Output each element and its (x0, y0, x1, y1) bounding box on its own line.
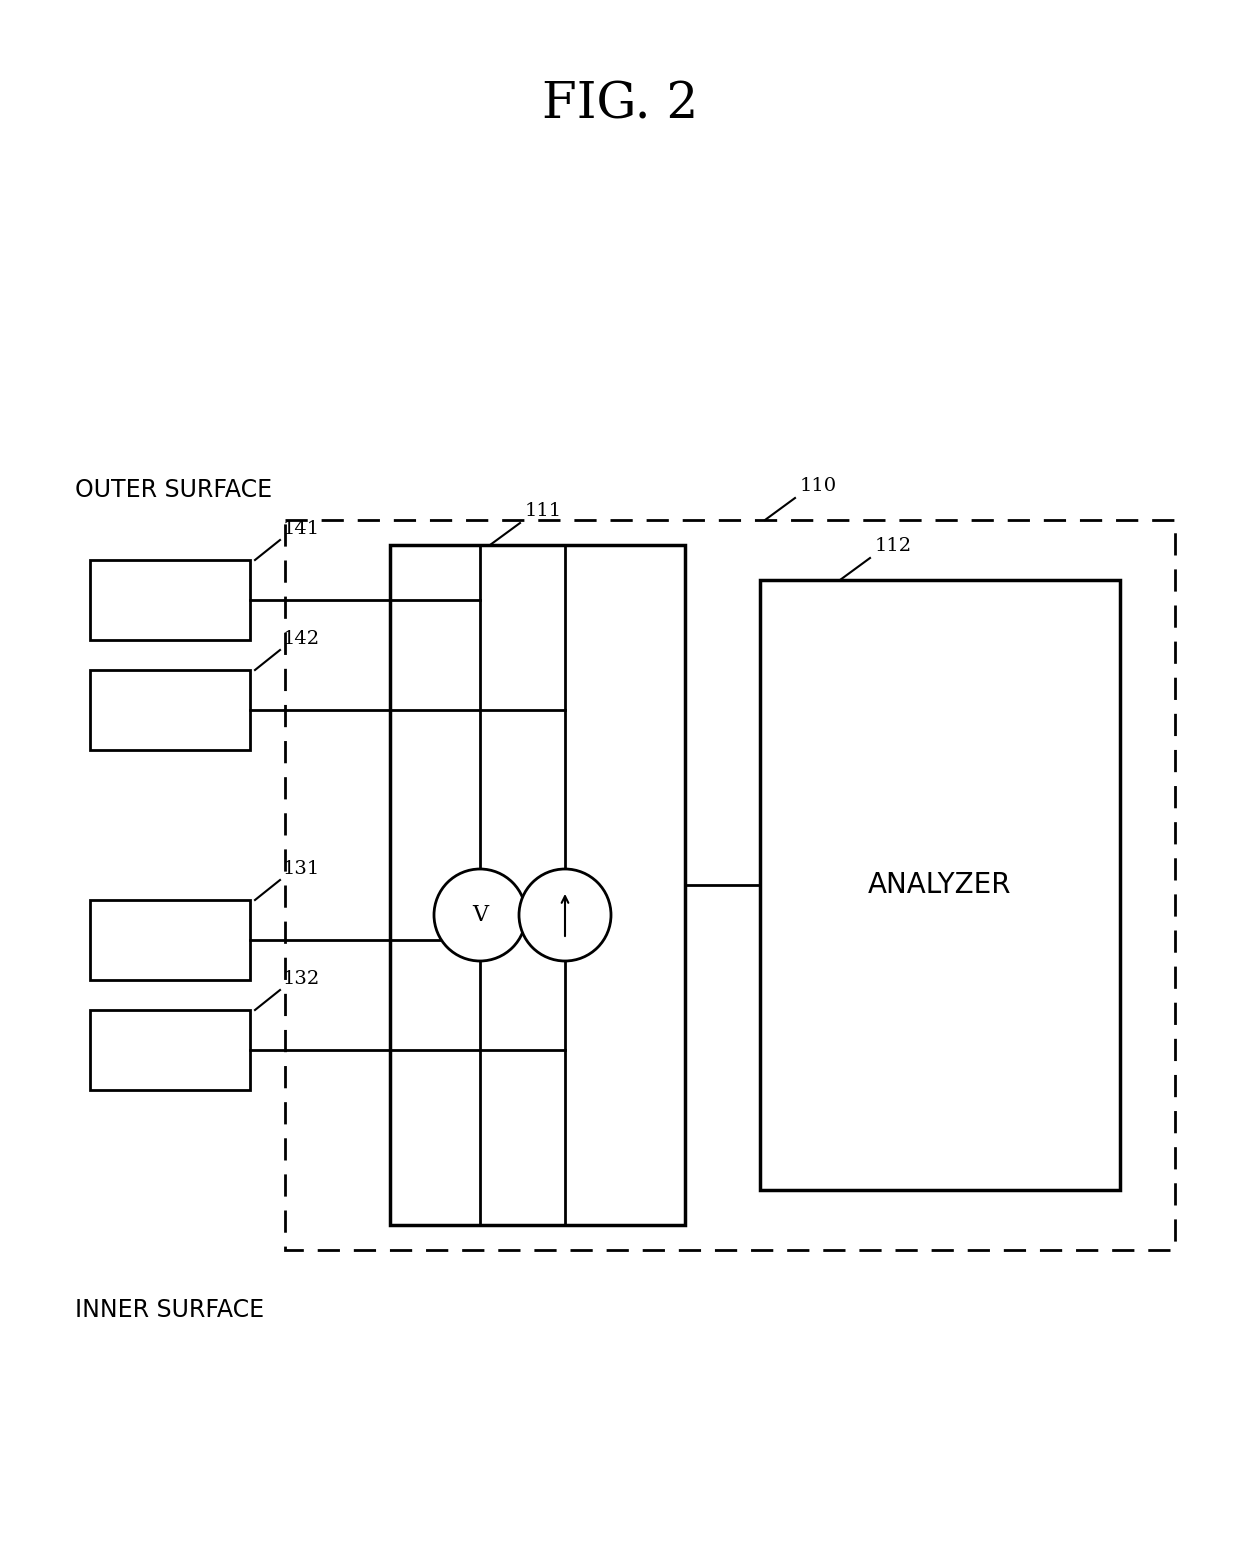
Text: FIG. 2: FIG. 2 (542, 81, 698, 129)
Bar (91, 1011, 250, 1090)
Text: 112: 112 (875, 536, 913, 555)
Bar (760, 580, 1120, 1190)
Text: 111: 111 (525, 502, 562, 519)
Text: 131: 131 (283, 860, 320, 879)
Text: INNER SURFACE: INNER SURFACE (74, 1298, 264, 1322)
Circle shape (434, 869, 526, 961)
Bar (91, 560, 250, 641)
Text: V: V (472, 903, 489, 925)
Bar (285, 519, 1176, 1250)
Text: 142: 142 (283, 630, 320, 648)
Bar (91, 670, 250, 750)
Text: 141: 141 (283, 519, 320, 538)
Circle shape (520, 869, 611, 961)
Bar (91, 900, 250, 980)
Text: ANALYZER: ANALYZER (868, 871, 1012, 899)
Text: OUTER SURFACE: OUTER SURFACE (74, 477, 272, 502)
Text: 110: 110 (800, 477, 837, 494)
Bar (391, 544, 684, 1225)
Text: 132: 132 (283, 970, 320, 987)
